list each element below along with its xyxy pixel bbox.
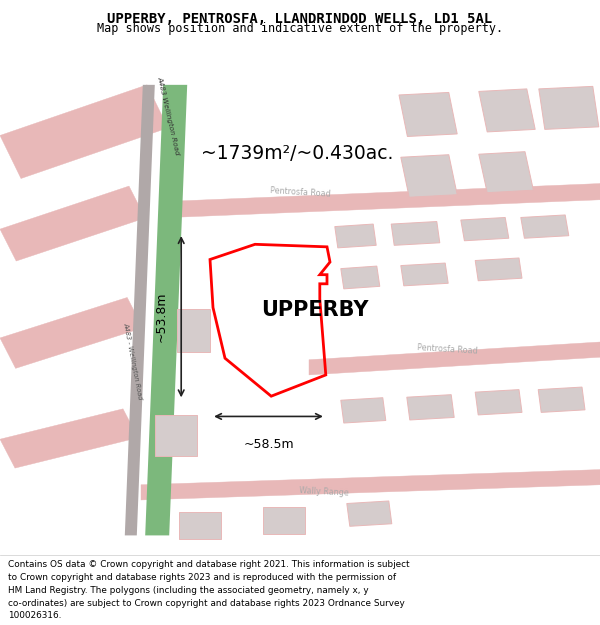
- Polygon shape: [179, 512, 221, 539]
- Polygon shape: [399, 92, 457, 136]
- Polygon shape: [401, 155, 457, 198]
- Polygon shape: [475, 258, 522, 281]
- Polygon shape: [171, 184, 600, 218]
- Polygon shape: [0, 298, 143, 368]
- Text: Pentrosfa Road: Pentrosfa Road: [416, 343, 478, 356]
- Polygon shape: [475, 389, 522, 415]
- Polygon shape: [521, 215, 569, 238]
- Text: ~1739m²/~0.430ac.: ~1739m²/~0.430ac.: [201, 144, 394, 162]
- Text: Pentrosfa Road: Pentrosfa Road: [269, 186, 331, 199]
- Polygon shape: [539, 86, 599, 129]
- Text: ~53.8m: ~53.8m: [155, 291, 168, 342]
- Text: A483 Wellington Road: A483 Wellington Road: [157, 75, 181, 155]
- Polygon shape: [341, 398, 386, 423]
- Polygon shape: [538, 387, 585, 412]
- Polygon shape: [461, 217, 509, 241]
- Text: Contains OS data © Crown copyright and database right 2021. This information is : Contains OS data © Crown copyright and d…: [8, 560, 409, 569]
- Polygon shape: [263, 506, 305, 534]
- Text: Map shows position and indicative extent of the property.: Map shows position and indicative extent…: [97, 22, 503, 35]
- Polygon shape: [0, 85, 168, 179]
- Polygon shape: [391, 221, 440, 246]
- Polygon shape: [479, 89, 535, 132]
- Polygon shape: [0, 409, 138, 468]
- Polygon shape: [141, 469, 600, 500]
- Text: 100026316.: 100026316.: [8, 611, 61, 621]
- Text: A483 - Wellington Road: A483 - Wellington Road: [123, 322, 143, 400]
- Polygon shape: [155, 416, 197, 456]
- Polygon shape: [401, 263, 448, 286]
- Text: ~58.5m: ~58.5m: [243, 438, 294, 451]
- Polygon shape: [125, 85, 155, 536]
- Polygon shape: [479, 152, 533, 192]
- Polygon shape: [347, 501, 392, 526]
- Polygon shape: [309, 342, 600, 375]
- Text: Wally Range: Wally Range: [299, 486, 349, 497]
- Polygon shape: [335, 224, 376, 248]
- Polygon shape: [341, 266, 380, 289]
- Text: UPPERBY: UPPERBY: [261, 300, 369, 320]
- Text: UPPERBY, PENTROSFA, LLANDRINDOD WELLS, LD1 5AL: UPPERBY, PENTROSFA, LLANDRINDOD WELLS, L…: [107, 12, 493, 26]
- Polygon shape: [407, 394, 454, 420]
- Polygon shape: [145, 85, 187, 536]
- Text: to Crown copyright and database rights 2023 and is reproduced with the permissio: to Crown copyright and database rights 2…: [8, 573, 396, 582]
- Text: co-ordinates) are subject to Crown copyright and database rights 2023 Ordnance S: co-ordinates) are subject to Crown copyr…: [8, 599, 404, 608]
- Text: HM Land Registry. The polygons (including the associated geometry, namely x, y: HM Land Registry. The polygons (includin…: [8, 586, 368, 595]
- Polygon shape: [177, 309, 210, 352]
- Polygon shape: [0, 186, 145, 261]
